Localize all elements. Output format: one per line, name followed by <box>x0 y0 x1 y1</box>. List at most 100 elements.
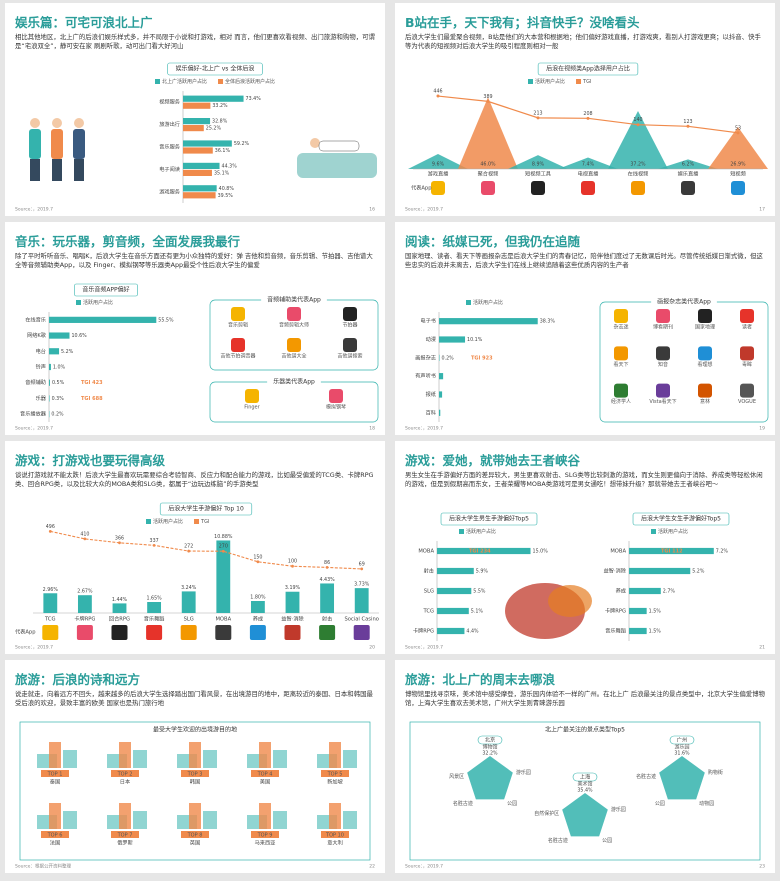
value-label: 8.9% <box>532 162 545 168</box>
value-label: 39.5% <box>218 193 234 199</box>
spot-label: 游乐园 <box>611 806 626 813</box>
legend-label: 活跃用户占比 <box>153 518 183 525</box>
app-icon <box>740 309 754 323</box>
legend-swatch <box>651 529 656 534</box>
app-icon <box>249 625 266 640</box>
tgi-point <box>436 94 440 98</box>
legend-label: 活跃用户占比 <box>83 299 113 306</box>
destination-name: 日本 <box>120 778 130 786</box>
slide-title: 阅读：纸媒已死，但我仍在追随 <box>405 234 581 249</box>
category-label: 短视频 <box>730 170 746 178</box>
slide-body: 谈说打游戏就不能太跌！后浪大学生最喜欢玩需要综合考验智商、反应力和配合能力的游戏… <box>15 471 374 489</box>
rank-label: TOP 4 <box>257 771 273 777</box>
slide-title: 游戏：打游戏也要玩得高级 <box>15 453 166 468</box>
value-label: 26.9% <box>730 162 746 168</box>
tgi-point <box>736 131 740 135</box>
tgi-value: 272 <box>184 544 193 550</box>
app-icon <box>740 383 754 398</box>
bar <box>49 395 50 402</box>
tgi-point <box>221 549 225 553</box>
app-icon <box>614 383 628 398</box>
category-label: 卡牌RPG <box>605 607 626 615</box>
category-label: SLG <box>424 589 434 595</box>
category-label: 报纸 <box>426 390 436 398</box>
spot-label: 公园 <box>507 801 517 807</box>
destination-name: 俄罗斯 <box>117 839 133 847</box>
spot-label: 名胜古迹 <box>548 837 568 844</box>
figure-head <box>74 118 84 128</box>
value-label: 10.1% <box>467 337 483 343</box>
figure-body <box>29 129 41 159</box>
app-label: 吉他谱搜索 <box>337 353 362 360</box>
figure-head <box>30 118 40 128</box>
app-icon <box>287 307 301 321</box>
value-label: 2.7% <box>663 589 676 595</box>
category-label: 电视直播 <box>578 170 600 178</box>
city-name: 上海 <box>580 773 590 781</box>
category-label: 电子阅读 <box>159 165 180 173</box>
slide-title: 旅游：后浪的诗和远方 <box>15 672 141 687</box>
bar <box>49 379 50 386</box>
peak <box>558 157 618 169</box>
value-label: 35.1% <box>214 170 230 176</box>
destination-name: 泰国 <box>50 778 60 786</box>
chart-title: 后浪在视频类App选择用户占比 <box>546 65 630 73</box>
rank-label: TOP 2 <box>117 771 133 777</box>
value-label: 46.0% <box>480 162 496 168</box>
slide-body: 后浪大学生们最爱聚合视频，B站是他们的大本营和根据地；他们偏好游戏直播，打游戏爽… <box>405 33 761 51</box>
value-label: 37.2% <box>630 162 646 168</box>
app-icon <box>431 181 445 195</box>
bar <box>49 363 51 371</box>
bar <box>437 607 469 615</box>
panel-title-bg <box>261 296 327 304</box>
bar <box>439 318 538 325</box>
legend-label: 活跃用户占比 <box>466 528 496 535</box>
slide-title: 游戏：爱她，就带她去王者峡谷 <box>405 453 581 468</box>
tgi-point <box>636 123 640 127</box>
category-label: 视频服务 <box>159 98 180 106</box>
bar <box>629 607 647 615</box>
tgi-point <box>536 116 540 120</box>
tgi-point <box>291 564 294 568</box>
value-label: 0.2% <box>442 355 455 361</box>
tgi-value: 337 <box>150 538 159 544</box>
tgi-point <box>48 529 52 533</box>
landmark <box>133 750 147 768</box>
tgi-point <box>118 541 121 545</box>
destination-name: 意大利 <box>327 839 343 847</box>
spot-label: 自然保护区 <box>534 810 559 817</box>
pentagon <box>562 793 608 837</box>
city-pill <box>669 735 695 745</box>
landmark <box>119 803 131 829</box>
category-label: Social Casino <box>344 617 378 623</box>
tgi-value: 208 <box>583 111 592 117</box>
legend-swatch <box>76 300 81 305</box>
figure-legs <box>74 159 84 181</box>
tgi-point <box>325 566 329 569</box>
category-label: 乐器 <box>36 395 47 402</box>
value-label: 7.2% <box>716 549 729 555</box>
landmark <box>273 750 287 768</box>
panel-title-bg <box>651 298 717 306</box>
slide: 北上广最关注的景点类型Top5 北京 博物馆 游乐园 公园 名胜古迹 风景区 32.2% 上海美… <box>395 660 775 873</box>
footer-source: Source：，2019.7 <box>15 645 53 651</box>
landmark <box>49 803 61 829</box>
app-icon <box>631 181 645 195</box>
peak <box>658 159 718 169</box>
peak <box>408 154 468 169</box>
bar <box>285 591 300 613</box>
app-icon <box>42 625 59 640</box>
value-label: 7.4% <box>582 162 595 168</box>
slide-body: 除了平时听听音乐、唱唱K，后浪大学生在音乐方面还有更为小众独特的爱好：弹 吉他和… <box>15 252 373 270</box>
landmark <box>343 811 357 829</box>
bar <box>183 125 204 132</box>
value-label: 5.2% <box>61 349 74 355</box>
category-label: 音频辅助 <box>25 378 46 386</box>
page-number: 16 <box>369 207 375 213</box>
category-label: 养成 <box>616 587 626 595</box>
slide-body: 男生女生在手游偏好方面的差异较大，男生更喜欢射击、SLG类等比较刺激的游戏，而女… <box>405 471 763 489</box>
spot-label: 风景区 <box>449 773 464 780</box>
value-label: 0.5% <box>52 380 65 386</box>
